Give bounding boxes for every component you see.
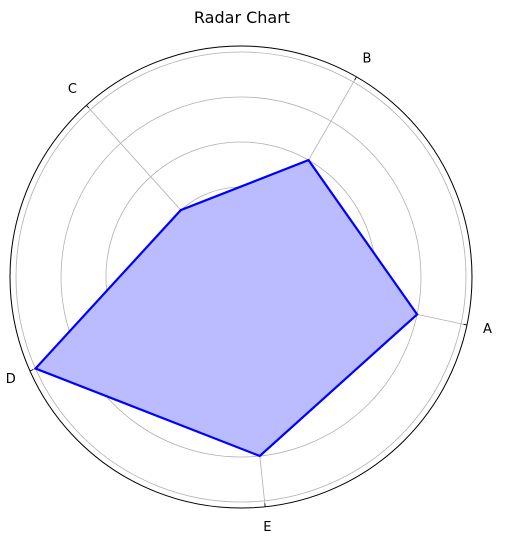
- category-label-B: B: [363, 51, 372, 66]
- frame-tick-A: [464, 324, 467, 325]
- series-area-0: [36, 160, 418, 456]
- category-label-E: E: [263, 520, 271, 532]
- frame-tick-C: [86, 105, 88, 108]
- category-label-A: A: [483, 322, 492, 337]
- category-label-D: D: [6, 372, 16, 387]
- frame-tick-D: [30, 370, 33, 371]
- category-label-C: C: [68, 82, 77, 97]
- frame-tick-B: [355, 77, 357, 80]
- chart-title: Radar Chart: [194, 8, 290, 27]
- data-layer: [36, 160, 418, 456]
